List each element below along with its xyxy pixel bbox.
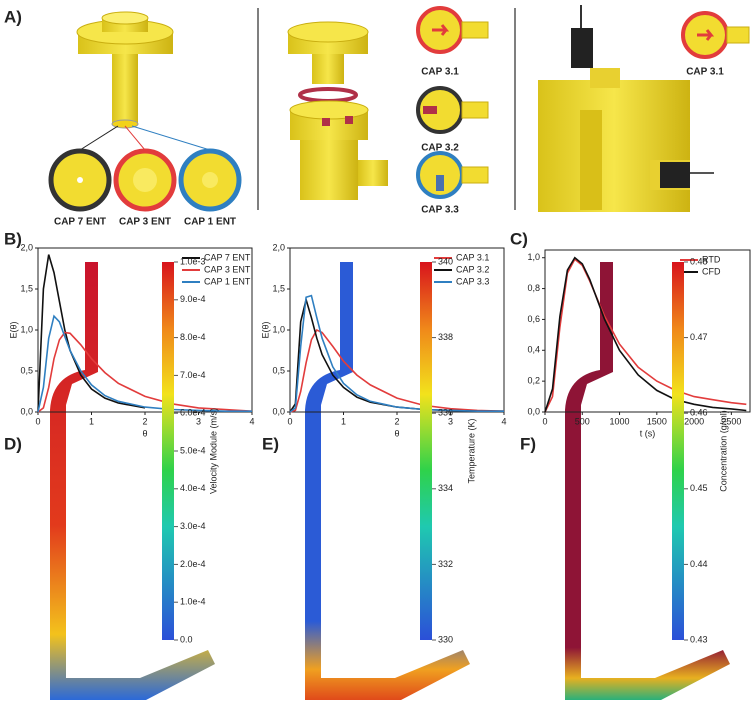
series-line: [37, 314, 252, 413]
colorbar-tick-label: 6.0e-4: [180, 408, 206, 418]
colorbar-tick-label: 2.0e-4: [180, 559, 206, 569]
panel-label: A): [4, 7, 22, 26]
device-drawings: [48, 5, 750, 212]
colorbar-tick-label: 4.0e-4: [180, 483, 206, 493]
y-tick-label: 0,4: [527, 345, 540, 355]
panel-label: F): [520, 434, 536, 453]
y-tick-label: 1,0: [527, 252, 540, 262]
x-tick-label: 2000: [684, 416, 704, 426]
x-tick-label: 1500: [647, 416, 667, 426]
colorbar-title: Temperature (K): [466, 418, 476, 483]
panel-label: B): [4, 229, 22, 248]
colorbar-tick-label: 0.45: [690, 483, 708, 493]
colorbar-tick-label: 338: [438, 332, 453, 342]
x-tick-label: 3: [448, 416, 453, 426]
y-tick-label: 2,0: [272, 242, 285, 252]
colorbar: [672, 262, 684, 640]
colorbar-tick-label: 340: [438, 256, 453, 266]
colorbar-tick-label: 332: [438, 559, 453, 569]
x-tick-label: 4: [249, 416, 254, 426]
x-tick-label: 2: [394, 416, 399, 426]
legend-label: CAP 3.3: [456, 276, 489, 286]
colorbar-tick-label: 9.0e-4: [180, 294, 206, 304]
legend-label: CAP 3.1: [456, 252, 489, 262]
x-tick-label: 2: [142, 416, 147, 426]
colorbar-tick-label: 0.44: [690, 559, 708, 569]
colorbar-tick-label: 0.47: [690, 332, 708, 342]
panel-label: C): [510, 229, 528, 248]
x-tick-label: 0: [35, 416, 40, 426]
colorbar-tick-label: 0.0: [180, 634, 193, 644]
x-axis-label: θ: [394, 428, 399, 438]
cap-label: CAP 3.1: [686, 67, 724, 78]
legend-label: CAP 1 ENT: [204, 276, 251, 286]
legend-label: CFD: [702, 266, 721, 276]
y-tick-label: 0,5: [20, 365, 33, 375]
series-line: [289, 294, 504, 413]
y-tick-label: 1,5: [272, 283, 285, 293]
x-axis-label: θ: [142, 428, 147, 438]
colorbar-tick-label: 0.46: [690, 408, 708, 418]
x-tick-label: 1000: [610, 416, 630, 426]
legend-label: RTD: [702, 254, 721, 264]
plot-frame: [544, 249, 751, 413]
cap-label: CAP 3.1: [421, 67, 459, 78]
colorbar-title: Velocity Module (m/s): [208, 408, 218, 494]
x-axis-label: t (s): [640, 428, 656, 438]
y-tick-label: 1,0: [20, 324, 33, 334]
colorbar-tick-label: 336: [438, 408, 453, 418]
panel-label: E): [262, 434, 279, 453]
y-tick-label: 1,5: [20, 283, 33, 293]
y-axis-label: E(θ): [260, 321, 270, 338]
fluid-domains: [50, 262, 730, 700]
y-tick-label: 1,0: [272, 324, 285, 334]
x-tick-label: 1: [341, 416, 346, 426]
x-tick-label: 4: [501, 416, 506, 426]
colorbar-tick-label: 0.43: [690, 634, 708, 644]
legend-label: CAP 3 ENT: [204, 264, 251, 274]
colorbar-tick-label: 5.0e-4: [180, 445, 206, 455]
colorbar-tick-label: 0.48: [690, 256, 708, 266]
cap-label: CAP 1 ENT: [184, 217, 236, 228]
colorbar: [420, 262, 432, 640]
cap-label: CAP 7 ENT: [54, 217, 106, 228]
y-tick-label: 0,0: [20, 406, 33, 416]
x-tick-label: 2500: [721, 416, 741, 426]
y-axis-label: E(θ): [8, 321, 18, 338]
x-tick-label: 1: [89, 416, 94, 426]
cap-label: CAP 3.2: [421, 143, 459, 154]
panel-label: D): [4, 434, 22, 453]
cap-label: CAP 3.3: [421, 205, 459, 216]
series-line: [544, 256, 747, 413]
series-line: [544, 258, 747, 413]
colorbar-tick-label: 1.0e-4: [180, 597, 206, 607]
x-tick-label: 500: [575, 416, 590, 426]
y-tick-label: 0,6: [527, 314, 540, 324]
colorbar-tick-label: 7.0e-4: [180, 370, 206, 380]
y-tick-label: 0,0: [527, 406, 540, 416]
x-tick-label: 0: [287, 416, 292, 426]
y-tick-label: 0,0: [272, 406, 285, 416]
colorbar: [162, 262, 174, 640]
series-line: [289, 328, 505, 413]
colorbar-tick-label: 8.0e-4: [180, 332, 206, 342]
legend-label: CAP 7 ENT: [204, 252, 251, 262]
colorbar-tick-label: 330: [438, 634, 453, 644]
y-tick-label: 0,8: [527, 283, 540, 293]
colorbar-tick-label: 334: [438, 483, 453, 493]
colorbar-tick-label: 3.0e-4: [180, 521, 206, 531]
colorbar-tick-label: 1.0e-3: [180, 256, 206, 266]
y-tick-label: 0,5: [272, 365, 285, 375]
legend-label: CAP 3.2: [456, 264, 489, 274]
x-tick-label: 0: [542, 416, 547, 426]
series-line: [37, 254, 146, 413]
x-tick-label: 3: [196, 416, 201, 426]
y-tick-label: 0,2: [527, 376, 540, 386]
cap-label: CAP 3 ENT: [119, 217, 171, 228]
series-line: [37, 331, 253, 413]
y-tick-label: 2,0: [20, 242, 33, 252]
colorbar-title: Concentration (g/ml): [718, 410, 728, 492]
